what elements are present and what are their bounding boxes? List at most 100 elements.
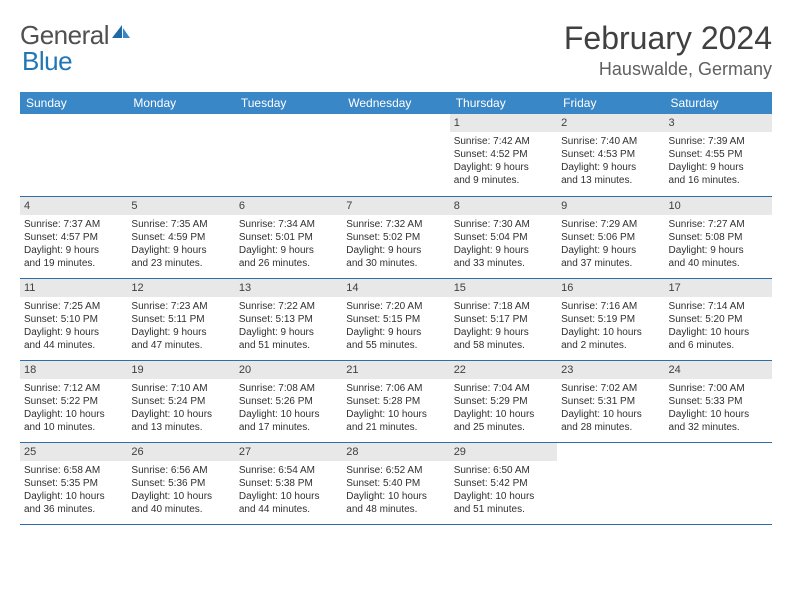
sunrise-text: Sunrise: 7:23 AM [131,300,230,313]
sunrise-text: Sunrise: 7:34 AM [239,218,338,231]
daylight-text: and 17 minutes. [239,421,338,434]
day-number: 15 [450,279,557,297]
calendar-day-empty [665,442,772,524]
day-number: 27 [235,443,342,461]
day-number: 24 [665,361,772,379]
daylight-text: Daylight: 9 hours [24,244,123,257]
sunrise-text: Sunrise: 7:00 AM [669,382,768,395]
sunrise-text: Sunrise: 7:42 AM [454,135,553,148]
sunset-text: Sunset: 5:08 PM [669,231,768,244]
calendar-day: 7Sunrise: 7:32 AMSunset: 5:02 PMDaylight… [342,196,449,278]
day-number: 4 [20,197,127,215]
day-number: 28 [342,443,449,461]
calendar-day-empty [235,114,342,196]
sunrise-text: Sunrise: 6:56 AM [131,464,230,477]
day-header-row: SundayMondayTuesdayWednesdayThursdayFrid… [20,92,772,114]
day-number: 6 [235,197,342,215]
daylight-text: and 2 minutes. [561,339,660,352]
calendar-day: 21Sunrise: 7:06 AMSunset: 5:28 PMDayligh… [342,360,449,442]
sunrise-text: Sunrise: 7:06 AM [346,382,445,395]
sunrise-text: Sunrise: 7:29 AM [561,218,660,231]
day-number: 13 [235,279,342,297]
daylight-text: and 44 minutes. [239,503,338,516]
sunrise-text: Sunrise: 7:10 AM [131,382,230,395]
calendar-day-empty [20,114,127,196]
day-header: Wednesday [342,92,449,114]
daylight-text: and 26 minutes. [239,257,338,270]
sunrise-text: Sunrise: 6:58 AM [24,464,123,477]
day-number: 3 [665,114,772,132]
sunset-text: Sunset: 4:52 PM [454,148,553,161]
day-number: 23 [557,361,664,379]
day-number: 2 [557,114,664,132]
sunset-text: Sunset: 5:35 PM [24,477,123,490]
sunset-text: Sunset: 4:57 PM [24,231,123,244]
daylight-text: Daylight: 10 hours [131,408,230,421]
sunset-text: Sunset: 5:31 PM [561,395,660,408]
sunset-text: Sunset: 5:28 PM [346,395,445,408]
day-number: 9 [557,197,664,215]
sunset-text: Sunset: 5:33 PM [669,395,768,408]
day-number: 25 [20,443,127,461]
daylight-text: Daylight: 9 hours [669,244,768,257]
daylight-text: and 25 minutes. [454,421,553,434]
daylight-text: and 47 minutes. [131,339,230,352]
daylight-text: Daylight: 9 hours [561,244,660,257]
daylight-text: and 21 minutes. [346,421,445,434]
calendar-day: 23Sunrise: 7:02 AMSunset: 5:31 PMDayligh… [557,360,664,442]
sunset-text: Sunset: 5:15 PM [346,313,445,326]
sunset-text: Sunset: 5:40 PM [346,477,445,490]
sunset-text: Sunset: 5:36 PM [131,477,230,490]
daylight-text: and 33 minutes. [454,257,553,270]
day-number: 10 [665,197,772,215]
daylight-text: and 40 minutes. [669,257,768,270]
daylight-text: and 6 minutes. [669,339,768,352]
calendar-day: 6Sunrise: 7:34 AMSunset: 5:01 PMDaylight… [235,196,342,278]
daylight-text: and 19 minutes. [24,257,123,270]
daylight-text: Daylight: 10 hours [239,408,338,421]
daylight-text: and 40 minutes. [131,503,230,516]
calendar-day: 15Sunrise: 7:18 AMSunset: 5:17 PMDayligh… [450,278,557,360]
day-number: 18 [20,361,127,379]
sunrise-text: Sunrise: 7:08 AM [239,382,338,395]
calendar-day: 9Sunrise: 7:29 AMSunset: 5:06 PMDaylight… [557,196,664,278]
sunrise-text: Sunrise: 6:54 AM [239,464,338,477]
sunset-text: Sunset: 4:53 PM [561,148,660,161]
sunset-text: Sunset: 5:19 PM [561,313,660,326]
calendar-day: 27Sunrise: 6:54 AMSunset: 5:38 PMDayligh… [235,442,342,524]
calendar-day: 28Sunrise: 6:52 AMSunset: 5:40 PMDayligh… [342,442,449,524]
daylight-text: and 51 minutes. [454,503,553,516]
calendar-day: 26Sunrise: 6:56 AMSunset: 5:36 PMDayligh… [127,442,234,524]
day-number: 7 [342,197,449,215]
daylight-text: Daylight: 10 hours [561,326,660,339]
sunset-text: Sunset: 5:38 PM [239,477,338,490]
location: Hauswalde, Germany [564,59,772,80]
daylight-text: and 44 minutes. [24,339,123,352]
daylight-text: Daylight: 10 hours [24,490,123,503]
daylight-text: and 51 minutes. [239,339,338,352]
header: General February 2024 Hauswalde, Germany [20,20,772,80]
daylight-text: and 30 minutes. [346,257,445,270]
sunset-text: Sunset: 5:13 PM [239,313,338,326]
daylight-text: Daylight: 9 hours [669,161,768,174]
daylight-text: Daylight: 10 hours [669,326,768,339]
brand-part2-wrap: Blue [22,46,72,77]
sunrise-text: Sunrise: 7:22 AM [239,300,338,313]
day-number: 1 [450,114,557,132]
calendar-day-empty [127,114,234,196]
calendar-day: 19Sunrise: 7:10 AMSunset: 5:24 PMDayligh… [127,360,234,442]
daylight-text: Daylight: 9 hours [131,326,230,339]
daylight-text: and 58 minutes. [454,339,553,352]
day-header: Saturday [665,92,772,114]
sunrise-text: Sunrise: 7:12 AM [24,382,123,395]
sunrise-text: Sunrise: 7:40 AM [561,135,660,148]
calendar-day: 2Sunrise: 7:40 AMSunset: 4:53 PMDaylight… [557,114,664,196]
day-header: Thursday [450,92,557,114]
day-header: Friday [557,92,664,114]
calendar-day: 24Sunrise: 7:00 AMSunset: 5:33 PMDayligh… [665,360,772,442]
sunset-text: Sunset: 4:55 PM [669,148,768,161]
day-number: 21 [342,361,449,379]
sunrise-text: Sunrise: 7:18 AM [454,300,553,313]
sunrise-text: Sunrise: 6:50 AM [454,464,553,477]
sunset-text: Sunset: 5:20 PM [669,313,768,326]
